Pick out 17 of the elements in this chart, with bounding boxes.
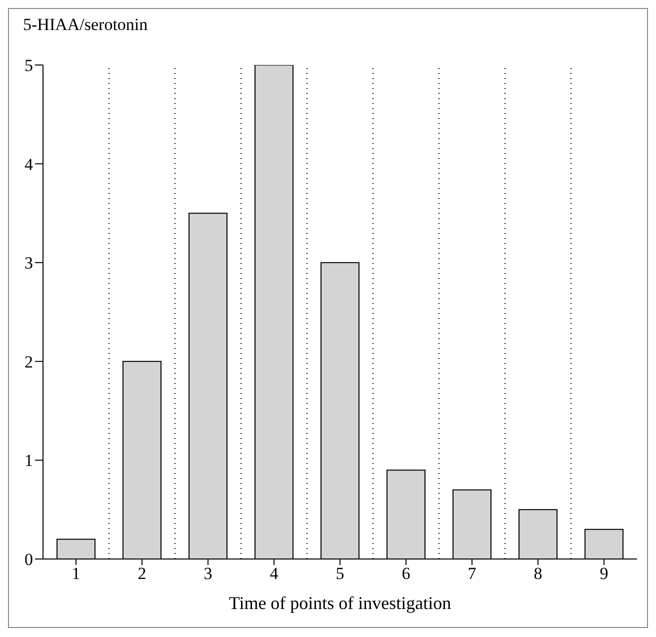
- x-axis-title: Time of points of investigation: [228, 593, 452, 613]
- x-tick-label: 2: [138, 564, 146, 584]
- y-tick-label: 4: [24, 154, 34, 174]
- y-tick-label: 2: [24, 352, 33, 372]
- x-tick-label: 6: [402, 564, 410, 584]
- y-axis-title: 5-HIAA/serotonin: [23, 15, 148, 35]
- y-tick-label: 3: [24, 254, 33, 273]
- x-tick-label: 4: [270, 564, 279, 584]
- x-tick-label: 1: [72, 564, 80, 584]
- y-tick-label: 5: [24, 56, 33, 76]
- y-tick-label: 0: [24, 550, 33, 570]
- x-tick-label: 3: [204, 564, 212, 584]
- x-tick-label: 7: [468, 564, 477, 584]
- x-tick-label: 8: [534, 564, 542, 584]
- x-tick-label: 5: [336, 564, 344, 584]
- y-tick-label: 1: [24, 451, 33, 470]
- x-tick-label: 9: [600, 564, 608, 584]
